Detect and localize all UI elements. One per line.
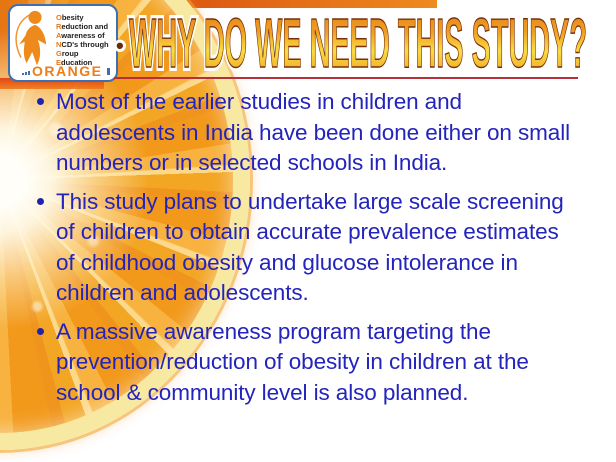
title-art: • WHY DO WE NEED THIS STUDY? • WHY DO WE… [113,0,591,86]
logo-line-rest: eduction and [61,22,109,31]
bullet-icon [37,98,44,105]
title-text: WHY DO WE NEED THIS STUDY? [129,5,587,77]
slide-body: Most of the earlier studies in children … [28,87,584,416]
logo-line-education: Education [56,58,112,67]
logo-letter: E [56,58,62,67]
logo-letter: N [56,40,62,49]
title-text-halo: WHY DO WE NEED THIS STUDY? [129,5,587,77]
bullet-text: This study plans to undertake large scal… [56,188,564,306]
logo-line-rest: roup [61,49,79,58]
bullet-item: This study plans to undertake large scal… [28,187,584,309]
logo-letter: A [56,31,62,40]
logo-line-rest: ducation [61,58,93,67]
bullet-icon [37,197,44,205]
logo-letter: R [56,22,62,31]
bullet-icon [37,327,44,335]
logo-wordmark: ORANGE [32,63,103,79]
logo-line-obesity: Obesity [56,13,112,22]
logo-letter: G [56,49,62,58]
orange-peel-flare [0,78,104,89]
logo-dots-icon [22,71,30,75]
logo-line-rest: CD's through [61,40,109,49]
logo-line-ncd: NCD's through [56,40,112,49]
logo-wordmark-row: ORANGE [16,64,110,78]
logo-tick-icon [107,68,110,75]
title-bullet: • [116,33,124,58]
jumping-person-icon [15,10,47,66]
title-underline [114,77,578,79]
logo-letter: O [56,13,62,22]
logo-line-rest: wareness of [61,31,105,40]
logo-line-rest: besity [61,13,84,22]
orange-program-logo: Obesity Reduction and Awareness of NCD's… [8,4,118,82]
bullet-text: A massive awareness program targeting th… [56,318,529,405]
logo-line-reduction: Reduction and [56,22,112,31]
title-bullet-halo: • [116,33,124,58]
bullet-item: A massive awareness program targeting th… [28,317,584,409]
page-title: • WHY DO WE NEED THIS STUDY? • WHY DO WE… [113,0,594,86]
top-orange-strip [0,0,437,8]
bullet-item: Most of the earlier studies in children … [28,87,584,179]
logo-line-awareness: Awareness of [56,31,112,40]
logo-acronym-lines: Obesity Reduction and Awareness of NCD's… [56,9,112,78]
bullet-text: Most of the earlier studies in children … [56,89,571,175]
logo-line-group: Group [56,49,112,58]
